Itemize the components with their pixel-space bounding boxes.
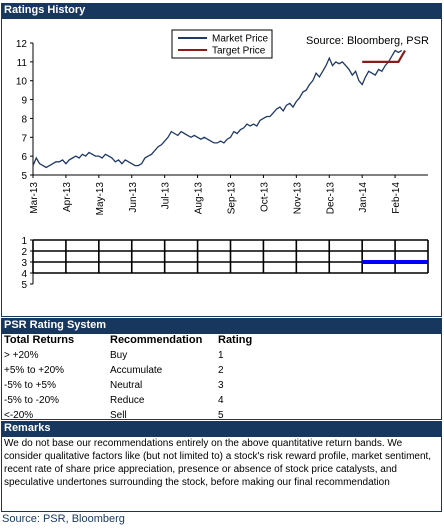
x-tick-label: Sep-13 (227, 182, 238, 215)
rating-y-tick-label: 2 (21, 247, 27, 258)
recommendation-cell: Sell (110, 410, 127, 421)
x-tick-label: May-13 (95, 182, 106, 216)
y-tick-label: 8 (21, 114, 27, 125)
total-returns-cell: <-20% (4, 410, 34, 421)
table-row: > +20% Buy 1 (4, 348, 304, 363)
total-returns-cell: -5% to -20% (4, 395, 60, 406)
remarks-text: We do not base our recommendations entir… (4, 438, 432, 488)
ratings-history-frame (1, 18, 442, 317)
x-tick-label: Nov-13 (292, 182, 303, 215)
recommendation-cell: Buy (110, 350, 128, 361)
source-footer: Source: PSR, Bloomberg (2, 513, 125, 525)
x-tick-label: Oct-13 (259, 182, 270, 212)
column-header-rating: Rating (218, 334, 253, 346)
rating-cell: 3 (218, 380, 224, 391)
y-tick-label: 6 (21, 152, 27, 163)
total-returns-cell: > +20% (4, 350, 39, 361)
x-tick-label: Jan-14 (358, 182, 369, 213)
column-header-recommendation: Recommendation (110, 334, 203, 346)
psr-rating-header-row: Total Returns Recommendation Rating (4, 333, 304, 348)
total-returns-cell: -5% to +5% (4, 380, 56, 391)
remarks-frame (1, 436, 442, 512)
column-header-total-returns: Total Returns (4, 334, 75, 346)
x-tick-label: Jun-13 (128, 182, 139, 213)
x-tick-label: Dec-13 (325, 182, 336, 215)
recommendation-cell: Reduce (110, 395, 145, 406)
total-returns-cell: +5% to +20% (4, 365, 65, 376)
legend-box (171, 29, 273, 59)
rating-y-tick-label: 1 (21, 236, 27, 247)
psr-rating-table: Total Returns Recommendation Rating > +2… (4, 333, 304, 423)
rating-y-tick-label: 3 (21, 258, 27, 269)
y-tick-label: 11 (17, 58, 28, 69)
target-price-line (362, 49, 406, 64)
ratings-history-header: Ratings History (1, 3, 442, 18)
rating-cell: 4 (218, 395, 224, 406)
remarks-header: Remarks (1, 421, 442, 436)
legend-label: Target Price (212, 46, 266, 57)
legend-label: Market Price (212, 34, 269, 45)
y-tick-label: 7 (21, 133, 27, 144)
recommendation-cell: Accumulate (110, 365, 163, 376)
y-tick-label: 12 (16, 39, 28, 50)
table-row: -5% to -20% Reduce 4 (4, 393, 304, 408)
table-row: +5% to +20% Accumulate 2 (4, 363, 304, 378)
table-row: <-20% Sell 5 (4, 408, 304, 423)
rating-cell: 1 (218, 350, 224, 361)
rating-y-tick-label: 5 (21, 280, 27, 291)
x-tick-label: Feb-14 (391, 182, 402, 214)
x-tick-label: Mar-13 (29, 182, 40, 214)
x-tick-label: Jul-13 (161, 182, 172, 210)
x-tick-label: Aug-13 (194, 182, 205, 215)
table-row: -5% to +5% Neutral 3 (4, 378, 304, 393)
psr-rating-frame (1, 333, 442, 420)
recommendation-cell: Neutral (110, 380, 143, 391)
y-tick-label: 5 (21, 171, 27, 182)
y-tick-label: 10 (16, 77, 28, 88)
rating-cell: 5 (218, 410, 224, 421)
chart-source: Source: Bloomberg, PSR (306, 35, 429, 47)
market-price-line (32, 49, 403, 169)
psr-rating-header: PSR Rating System (1, 318, 442, 333)
x-tick-label: Apr-13 (62, 182, 73, 212)
y-tick-label: 9 (21, 96, 27, 107)
rating-y-tick-label: 4 (21, 269, 27, 280)
rating-cell: 2 (218, 365, 224, 376)
